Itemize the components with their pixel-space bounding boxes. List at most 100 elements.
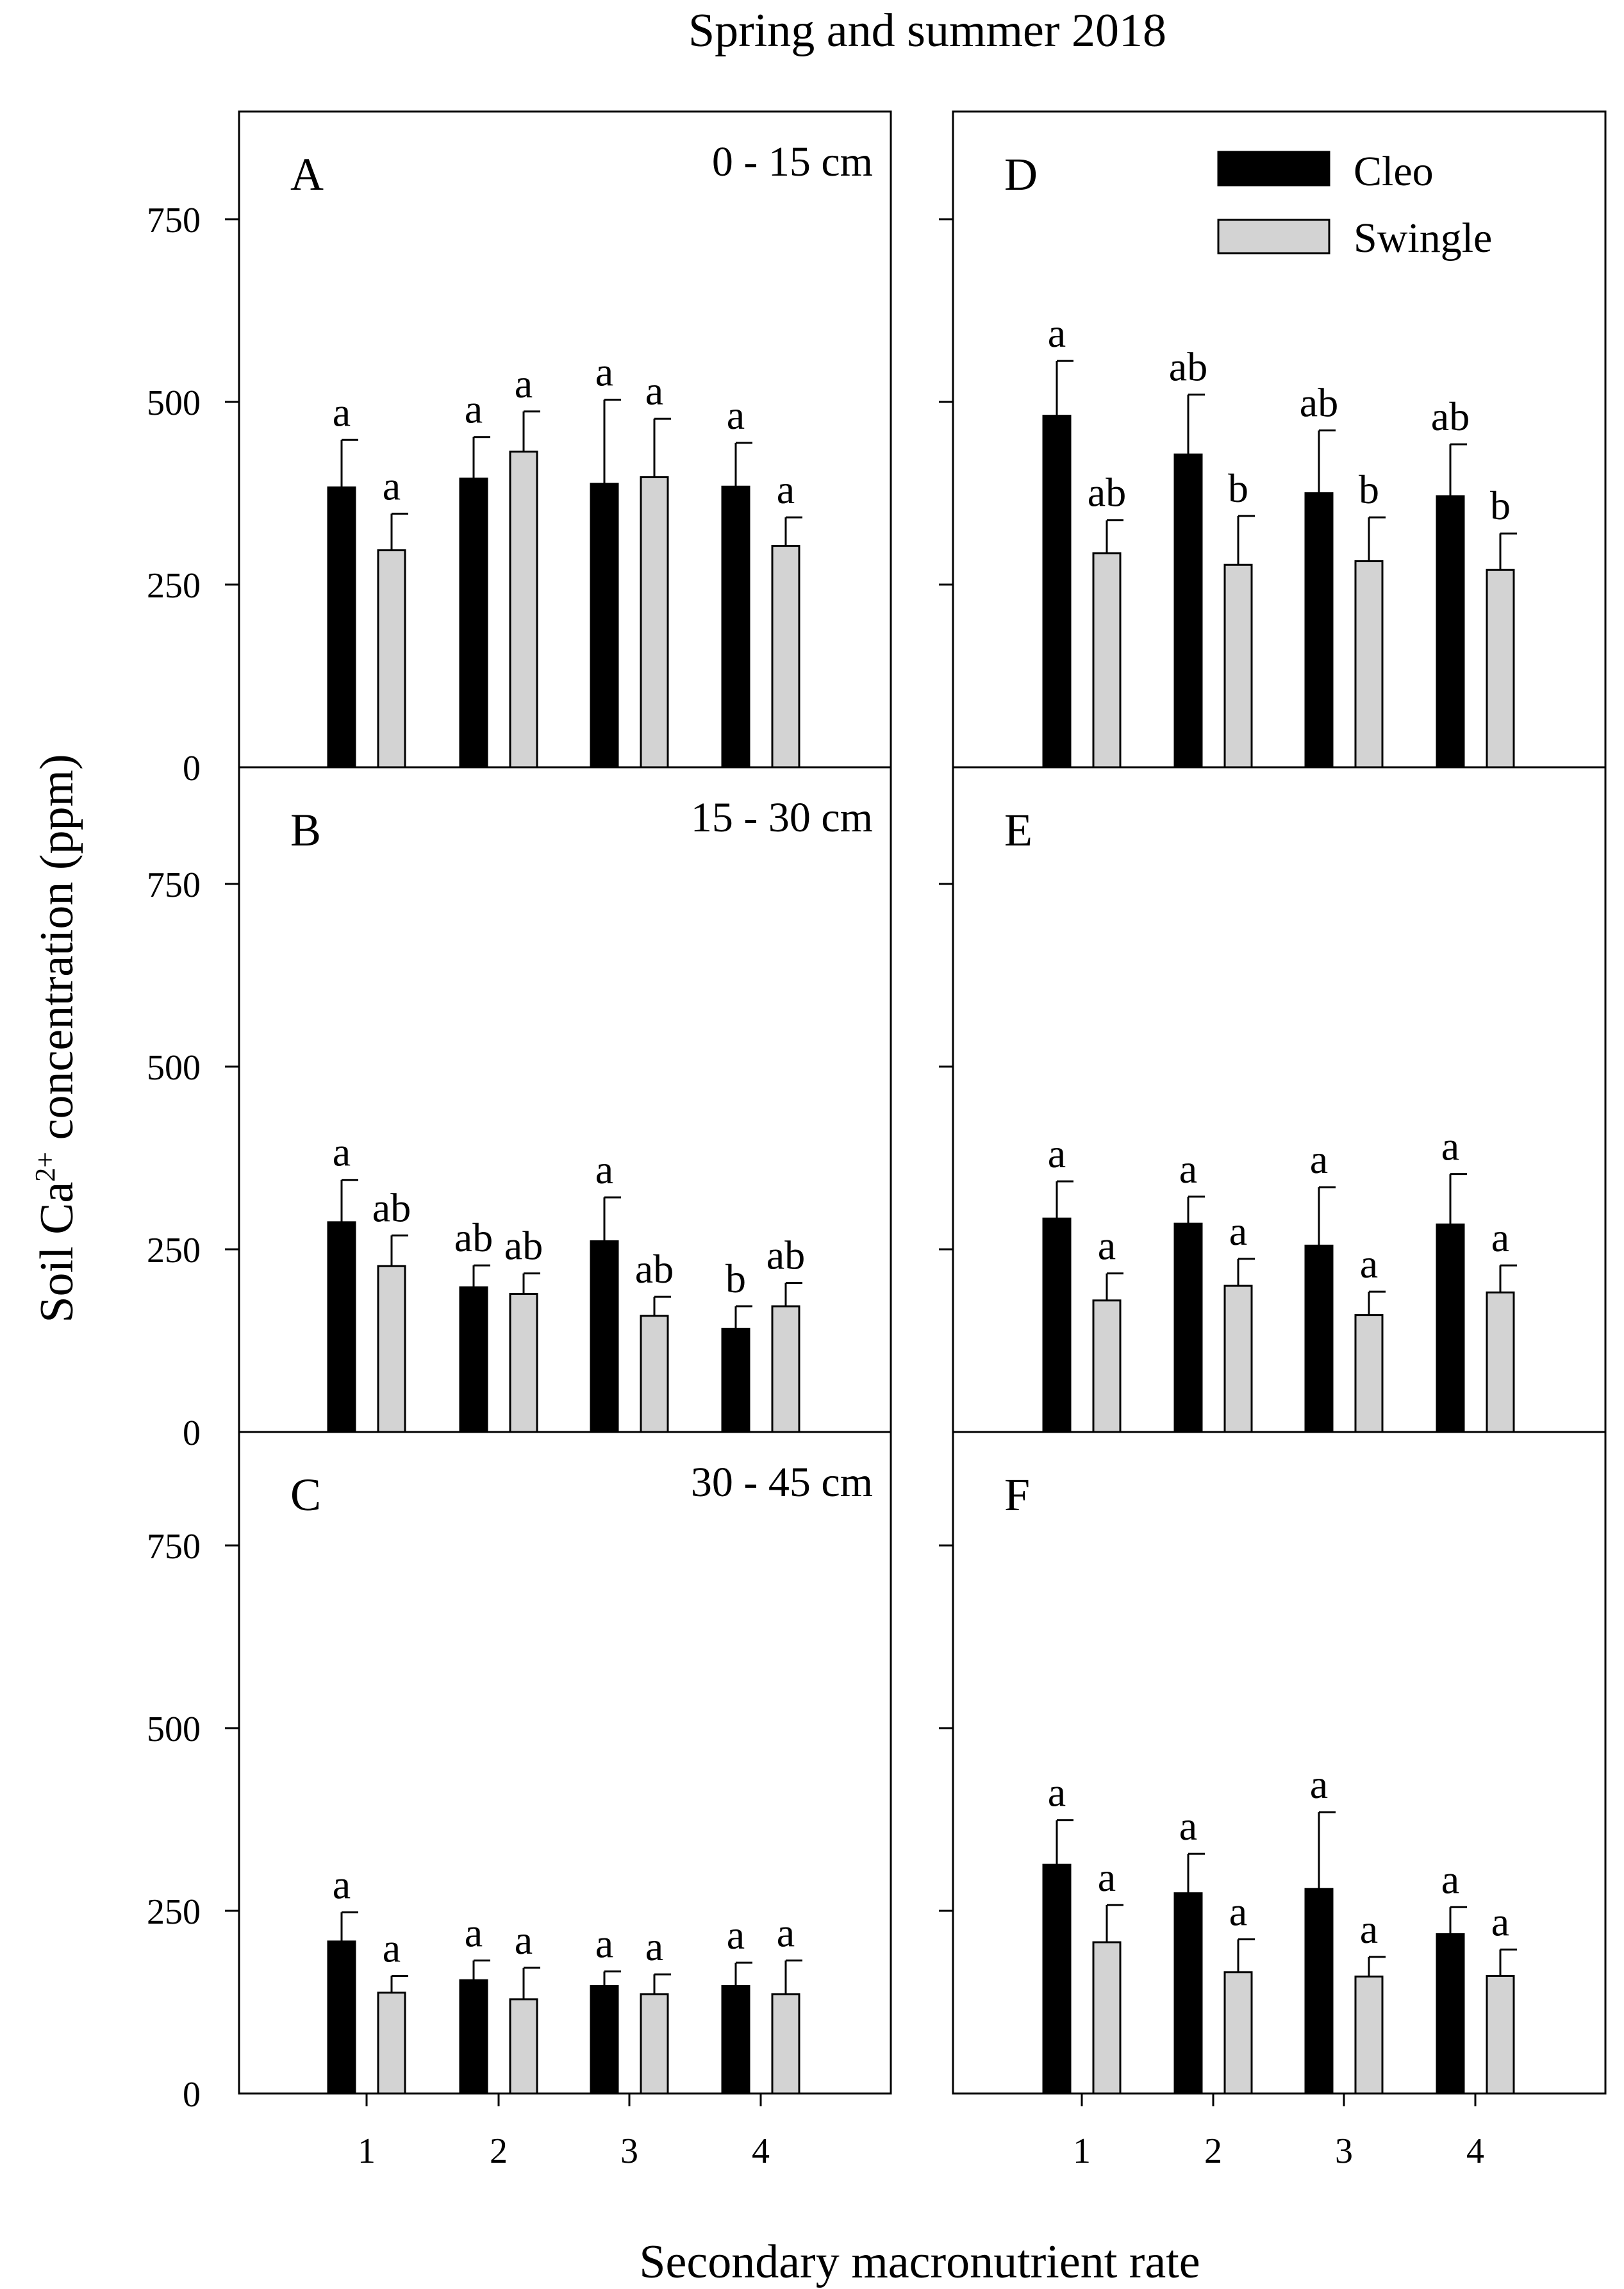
significance-letter: a: [1491, 1899, 1509, 1944]
bar-cleo-4: [721, 1985, 750, 2095]
significance-letter: b: [1228, 465, 1248, 511]
significance-letter: b: [1359, 467, 1379, 512]
significance-letter: ab: [504, 1223, 543, 1269]
significance-letter: a: [1098, 1854, 1116, 1900]
y-tick-label: 750: [147, 865, 201, 905]
bar-cleo-1: [327, 1940, 356, 2095]
bar-cleo-3: [1304, 492, 1334, 769]
significance-letter: ab: [1088, 470, 1126, 515]
bar-cleo-4: [1436, 1933, 1465, 2095]
bar-cleo-2: [1173, 453, 1203, 769]
y-tick-label: 750: [147, 1527, 201, 1567]
bar-swingle-2: [1223, 1285, 1253, 1433]
bar-swingle-1: [377, 1992, 406, 2095]
bar-swingle-4: [1486, 1291, 1515, 1433]
y-tick-label: 250: [147, 566, 201, 606]
significance-letter: a: [645, 1924, 663, 1969]
bar-swingle-2: [509, 451, 538, 769]
significance-letter: b: [1490, 483, 1511, 528]
bar-cleo-1: [1042, 1217, 1072, 1433]
significance-letter: a: [333, 1861, 351, 1907]
bar-cleo-3: [590, 1985, 619, 2095]
bar-cleo-4: [1436, 495, 1465, 769]
legend-label-swingle: Swingle: [1354, 215, 1492, 262]
significance-letter: a: [1179, 1803, 1197, 1849]
significance-letter: ab: [1300, 379, 1338, 425]
significance-letter: a: [1179, 1146, 1197, 1192]
x-tick-label: 3: [1335, 2131, 1353, 2171]
significance-letter: a: [1098, 1223, 1116, 1269]
significance-letter: a: [333, 1129, 351, 1175]
significance-letter: a: [1360, 1241, 1378, 1286]
bar-swingle-3: [1354, 560, 1384, 769]
y-tick-label: 0: [183, 749, 201, 788]
significance-letter: a: [465, 387, 483, 432]
legend-label-cleo: Cleo: [1354, 148, 1434, 195]
y-tick-label: 500: [147, 383, 201, 423]
bar-swingle-2: [509, 1998, 538, 2095]
y-tick-label: 0: [183, 1413, 201, 1453]
significance-letter: ab: [454, 1215, 493, 1260]
significance-letter: ab: [372, 1185, 411, 1230]
y-tick-label: 250: [147, 1231, 201, 1270]
y-axis-label: Soil Ca2+ concentration (ppm): [29, 754, 83, 1322]
significance-letter: a: [645, 368, 663, 413]
significance-letter: a: [1310, 1761, 1328, 1807]
legend: Cleo Swingle: [1217, 148, 1492, 262]
panel-letter: E: [1004, 804, 1032, 856]
bar-swingle-4: [771, 1305, 800, 1433]
bar-cleo-2: [1173, 1892, 1203, 2095]
significance-letter: a: [1229, 1888, 1247, 1934]
bar-cleo-1: [1042, 1863, 1072, 2095]
bar-swingle-3: [1354, 1314, 1384, 1433]
bar-cleo-3: [590, 1240, 619, 1433]
significance-letter: ab: [635, 1246, 674, 1292]
y-tick-label: 500: [147, 1048, 201, 1088]
significance-letter: a: [383, 1925, 401, 1970]
significance-letter: a: [383, 463, 401, 508]
bar-swingle-1: [377, 1265, 406, 1433]
significance-letter: a: [727, 1912, 745, 1958]
significance-letter: a: [1229, 1208, 1247, 1254]
bar-swingle-2: [1223, 563, 1253, 769]
x-tick-label: 2: [1204, 2131, 1222, 2171]
y-tick-label: 0: [183, 2075, 201, 2115]
significance-letter: a: [595, 349, 613, 395]
y-axis-label-prefix: Soil Ca: [31, 1182, 83, 1323]
significance-letter: a: [777, 1910, 795, 1956]
x-tick-label: 4: [1466, 2131, 1484, 2171]
bar-swingle-4: [1486, 1974, 1515, 2095]
significance-letter: a: [515, 1917, 533, 1963]
bar-cleo-1: [1042, 415, 1072, 769]
bar-swingle-4: [1486, 569, 1515, 769]
bar-swingle-1: [1092, 1941, 1122, 2095]
bar-swingle-3: [640, 1993, 669, 2095]
bar-swingle-2: [1223, 1971, 1253, 2095]
panel-letter: C: [290, 1469, 321, 1520]
x-tick-label: 4: [752, 2131, 770, 2171]
y-axis-label-superscript: 2+: [29, 1152, 61, 1182]
significance-letter: a: [1310, 1136, 1328, 1182]
x-axis-label: Secondary macronutrient rate: [639, 2236, 1200, 2288]
bar-swingle-1: [377, 549, 406, 769]
x-tick-label: 2: [490, 2131, 508, 2171]
bar-swingle-3: [640, 476, 669, 769]
bar-swingle-1: [1092, 552, 1122, 769]
panel-letter: D: [1004, 149, 1038, 200]
significance-letter: a: [595, 1921, 613, 1967]
significance-letter: ab: [766, 1232, 805, 1278]
bar-cleo-4: [721, 485, 750, 769]
depth-label: 30 - 45 cm: [691, 1459, 873, 1506]
panel-letter: F: [1004, 1469, 1030, 1520]
significance-letter: b: [725, 1256, 746, 1301]
y-tick-label: 750: [147, 201, 201, 240]
significance-letter: a: [777, 467, 795, 512]
depth-label: 0 - 15 cm: [712, 138, 873, 185]
significance-letter: a: [1048, 1770, 1066, 1815]
